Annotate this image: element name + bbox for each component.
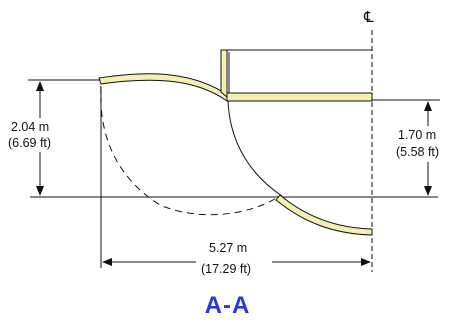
section-label: A-A (204, 292, 251, 319)
upper-vertical-panel (220, 49, 228, 99)
upper-horizontal-panel (226, 92, 373, 102)
right-height-imperial: (5.58 ft) (396, 145, 439, 159)
lower-panel (275, 194, 373, 236)
swing-path-dashed (100, 85, 279, 216)
width-imperial: (17.29 ft) (201, 262, 251, 276)
door-swing-arc (227, 100, 283, 197)
upper-left-panel (98, 73, 230, 102)
width-metric: 5.27 m (209, 241, 247, 255)
centerline-label: ℄ (363, 9, 374, 26)
left-height-metric: 2.04 m (11, 120, 49, 134)
right-height-metric: 1.70 m (398, 128, 436, 142)
left-height-imperial: (6.69 ft) (8, 136, 51, 150)
